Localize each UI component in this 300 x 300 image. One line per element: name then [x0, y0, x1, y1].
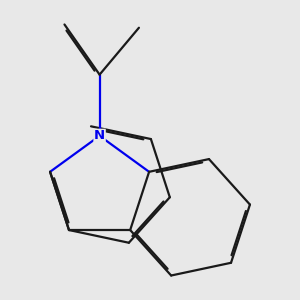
Text: N: N — [94, 129, 105, 142]
